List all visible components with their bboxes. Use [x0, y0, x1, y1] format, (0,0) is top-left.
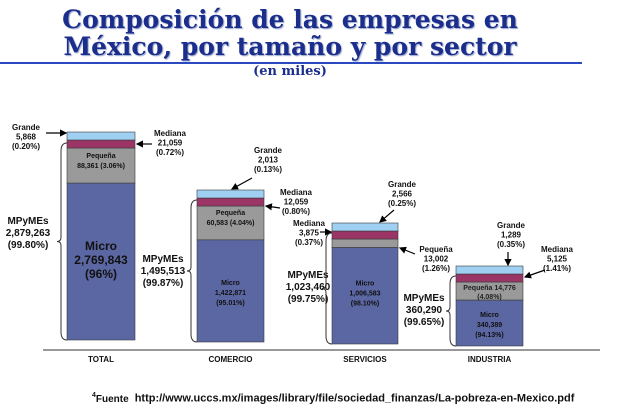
bar-segment-total-grande [66, 131, 136, 141]
label-industria-grande: Grande 1,289 (0.35%) [497, 221, 526, 249]
bar-segment-comercio-grande [196, 189, 265, 199]
bar-segment-total-pequena [66, 147, 136, 184]
bar-segment-total-mediana [66, 139, 136, 149]
label-servicios-grande: Grande 2,566 (0.25%) [388, 180, 417, 208]
source-label: Fuente [95, 393, 129, 405]
brace-industria [445, 275, 457, 347]
label-industria-micro: Micro 340,389 (94.13%) [475, 312, 503, 339]
label-industria-pequena: Pequeña 14,776 (4.08%) [463, 285, 516, 301]
label-servicios-pequena: Pequeña 13,002 (1.26%) [419, 245, 453, 273]
label-comercio-micro: Micro 1,422,871 (95.01%) [215, 280, 246, 307]
footer-source: 4Fuente http://www.uccs.mx/images/library… [92, 392, 574, 405]
brace-servicios [321, 232, 333, 345]
x-tick-label: SERVICIOS [343, 355, 387, 364]
chart-subtitle: (en miles) [253, 64, 327, 79]
label-servicios-micro: Micro 1,006,583 (98.10%) [349, 280, 380, 307]
arrow-servicios-pequena [398, 246, 416, 255]
bar-segment-servicios-mediana [331, 230, 399, 240]
bar-segment-total-micro [66, 182, 136, 341]
bar-segment-industria-micro [455, 299, 524, 347]
bar-segment-comercio-pequena [196, 205, 265, 241]
label-total-micro: Micro 2,769,843 (96%) [74, 239, 128, 281]
label-industria-mediana: Mediana 5,125 (1.41%) [541, 245, 574, 273]
bar-segment-industria-grande [455, 265, 524, 275]
x-tick-label: TOTAL [88, 355, 114, 364]
arrow-industria-mediana [523, 269, 546, 279]
bar-segment-servicios-pequena [331, 238, 399, 248]
bar-segment-comercio-mediana [196, 197, 265, 207]
title-underline [0, 62, 582, 64]
label-total-grande: Grande 5,868 (0.20%) [12, 123, 41, 151]
label-comercio-grande: Grande 2,013 (0.13%) [254, 146, 283, 174]
label-total-mediana: Mediana 21,059 (0.72%) [154, 129, 187, 157]
label-servicios-mediana: Mediana 3,875 (0.37%) [293, 219, 326, 247]
label-comercio-mediana: Mediana 12,059 (0.80%) [280, 188, 313, 216]
footnote-number: 4 [92, 392, 96, 399]
bar-segment-industria-mediana [455, 273, 524, 283]
chart-title-line2: México, por tamaño y por sector [63, 32, 517, 61]
source-url[interactable]: http://www.uccs.mx/images/library/file/s… [134, 392, 575, 405]
label-comercio-pequena: Pequeña 60,583 (4.04%) [207, 210, 255, 227]
label-total-pequena: Pequeña 88,361 (3.06%) [77, 153, 125, 170]
arrow-comercio-mediana [264, 203, 281, 211]
bar-segment-servicios-micro [331, 247, 399, 345]
arrow-servicios-grande [379, 209, 395, 223]
bar-segment-servicios-grande [331, 222, 399, 232]
label-servicios-mpymes: MPyMEs 1,023,460 (99.75%) [286, 270, 331, 305]
x-tick-label: INDUSTRIA [468, 355, 512, 364]
label-comercio-mpymes: MPyMEs 1,495,513 (99.87%) [141, 254, 186, 289]
brace-comercio [186, 199, 198, 343]
label-total-mpymes: MPyMEs 2,879,263 (99.80%) [6, 216, 51, 251]
x-tick-label: COMERCIO [209, 355, 253, 364]
arrow-comercio-grande [230, 177, 253, 190]
label-industria-mpymes: MPyMEs 360,290 (99.65%) [403, 293, 445, 328]
chart-title-line1: Composición de las empresas en [62, 5, 518, 34]
bar-segment-comercio-micro [196, 239, 265, 343]
brace-total [56, 142, 68, 341]
